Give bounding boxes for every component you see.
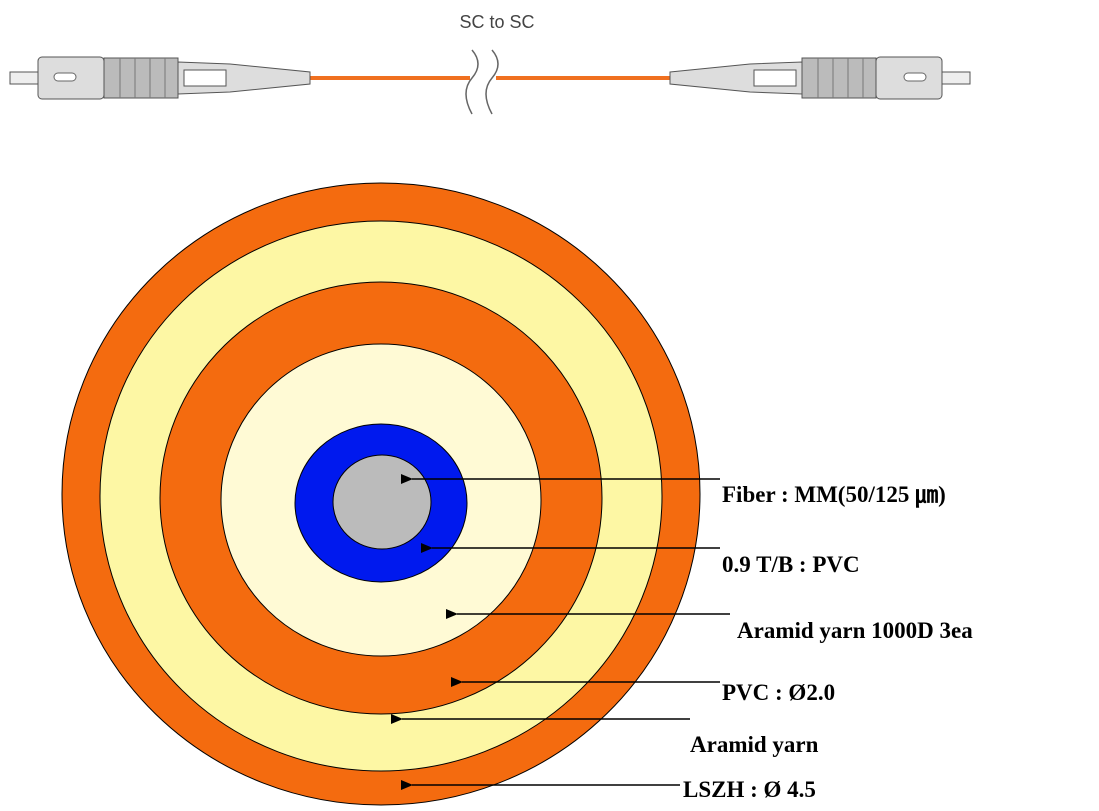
layer-label: 0.9 T/B : PVC bbox=[722, 552, 860, 577]
leaders bbox=[391, 474, 730, 790]
layer-label: LSZH : Ø 4.5 bbox=[683, 777, 816, 802]
layer-label: Aramid yarn 1000D 3ea bbox=[737, 618, 973, 643]
cable-title: SC to SC bbox=[459, 12, 534, 32]
layer-label: Aramid yarn bbox=[690, 732, 819, 757]
cross-section bbox=[61, 182, 701, 806]
patch-cord bbox=[9, 49, 971, 115]
layer-label: Fiber : MM(50/125 ㎛) bbox=[722, 482, 946, 508]
layer-label: PVC : Ø2.0 bbox=[722, 680, 835, 705]
